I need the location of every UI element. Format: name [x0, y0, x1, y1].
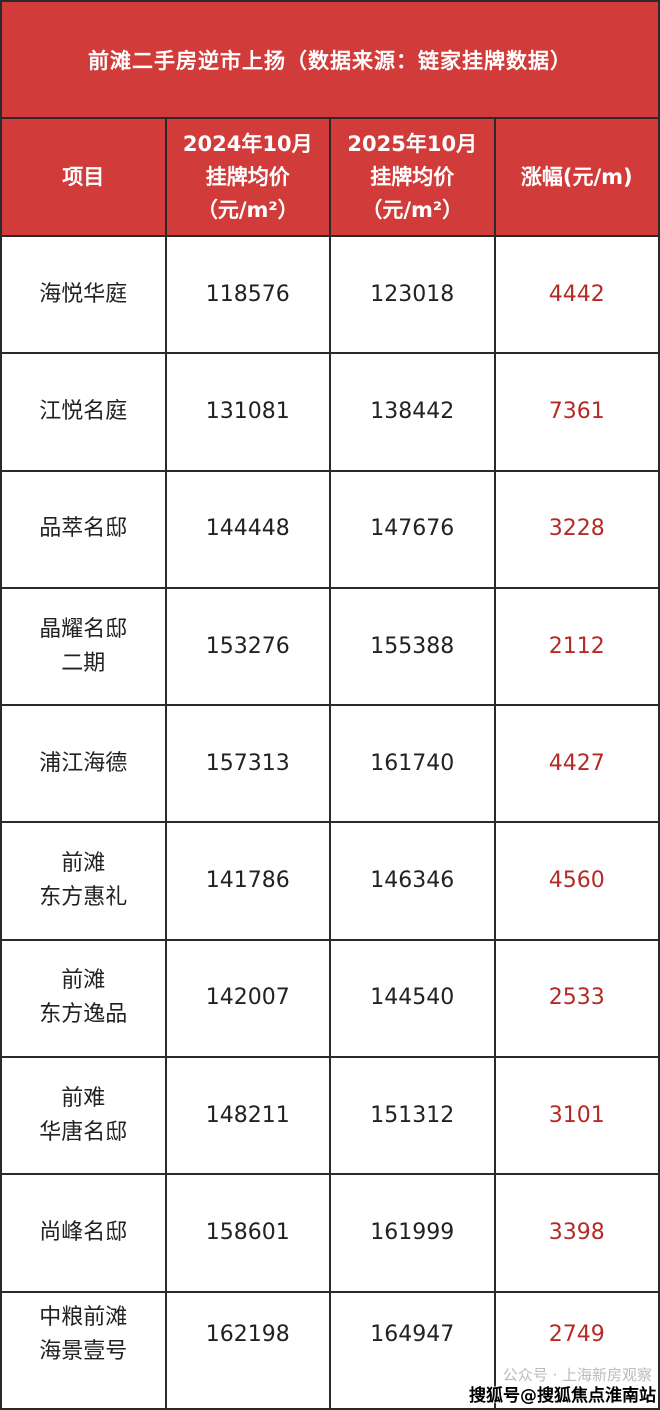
price-2025-cell: 155388	[329, 586, 496, 707]
header-line: 2025年10月	[347, 131, 478, 156]
table-title: 前滩二手房逆市上扬（数据来源：链家挂牌数据）	[0, 0, 660, 119]
project-cell: 浦江海德	[0, 704, 167, 824]
price-2025-cell: 146346	[329, 821, 496, 941]
project-cell: 尚峰名邸	[0, 1173, 167, 1293]
wechat-watermark: 公众号 · 上海新房观察	[502, 1366, 652, 1384]
project-cell: 中粮前滩 海景壹号	[0, 1290, 167, 1410]
price-2025-cell: 161740	[329, 704, 496, 824]
project-name-line: 东方惠礼	[39, 885, 128, 911]
table-row: 浦江海德 157313 161740 4427	[0, 704, 660, 824]
price-2024-cell: 157313	[164, 704, 331, 824]
project-name-line: 晶耀名邸	[39, 616, 128, 642]
change-cell: 2749	[493, 1290, 660, 1410]
price-2025-cell: 138442	[329, 352, 496, 472]
project-cell: 前滩 东方逸品	[0, 938, 167, 1059]
change-cell: 2533	[493, 938, 660, 1059]
project-name-line: 前滩	[61, 968, 106, 994]
header-row: 项目 2024年10月 挂牌均价 （元/m²） 2025年10月 挂牌均价 （元/m²）…	[0, 117, 660, 237]
change-cell: 3228	[493, 469, 660, 589]
table-row: 海悦华庭 118576 123018 4442	[0, 234, 660, 355]
price-2025-cell: 151312	[329, 1056, 496, 1176]
header-change: 涨幅(元/m)	[493, 117, 660, 237]
table-row: 前难华唐名邸 148211 151312 3101	[0, 1056, 660, 1176]
project-name-line: 东方逸品	[39, 1002, 128, 1028]
price-2025-cell: 144540	[329, 938, 496, 1059]
project-cell: 海悦华庭	[0, 234, 167, 355]
project-name-line: 尚峰名邸	[39, 1220, 128, 1246]
change-cell: 4560	[493, 821, 660, 941]
header-line: （元/m²）	[361, 197, 464, 222]
project-cell: 晶耀名邸 二期	[0, 586, 167, 707]
price-2024-cell: 144448	[164, 469, 331, 589]
price-2024-cell: 141786	[164, 821, 331, 941]
price-2025-cell: 164947	[329, 1290, 496, 1410]
project-name-line: 海景壹号	[39, 1339, 128, 1365]
project-cell: 江悦名庭	[0, 352, 167, 472]
price-2024-cell: 118576	[164, 234, 331, 355]
project-name-line: 二期	[61, 650, 106, 676]
header-line: 挂牌均价	[205, 164, 290, 189]
change-cell: 4427	[493, 704, 660, 824]
project-name-line: 前难	[61, 1085, 106, 1111]
project-name-line: 浦江海德	[39, 750, 128, 776]
price-2024-cell: 158601	[164, 1173, 331, 1293]
table-row: 晶耀名邸二期 153276 155388 2112	[0, 586, 660, 707]
price-2024-cell: 142007	[164, 938, 331, 1059]
project-name-line: 中粮前滩	[39, 1305, 128, 1331]
price-2024-cell: 131081	[164, 352, 331, 472]
project-name-line: 江悦名庭	[39, 398, 128, 424]
header-price-2024: 2024年10月 挂牌均价 （元/m²）	[164, 117, 331, 237]
price-2024-cell: 153276	[164, 586, 331, 707]
header-line: 挂牌均价	[370, 164, 455, 189]
project-name-line: 前滩	[61, 851, 106, 877]
project-cell: 品萃名邸	[0, 469, 167, 589]
header-line: （元/m²）	[196, 197, 299, 222]
price-2025-cell: 147676	[329, 469, 496, 589]
header-project: 项目	[0, 117, 167, 237]
sohu-watermark: 搜狐号@搜狐焦点淮南站	[469, 1386, 656, 1406]
header-price-2025: 2025年10月 挂牌均价 （元/m²）	[329, 117, 496, 237]
header-line: 2024年10月	[182, 131, 313, 156]
project-name-line: 品萃名邸	[39, 516, 128, 542]
project-name-line: 华唐名邸	[39, 1119, 128, 1145]
change-cell: 4442	[493, 234, 660, 355]
change-cell: 3101	[493, 1056, 660, 1176]
table-row: 前滩东方惠礼 141786 146346 4560	[0, 821, 660, 941]
price-2025-cell: 161999	[329, 1173, 496, 1293]
table-row: 前滩东方逸品 142007 144540 2533	[0, 938, 660, 1059]
price-2024-cell: 148211	[164, 1056, 331, 1176]
price-2024-cell: 162198	[164, 1290, 331, 1410]
project-cell: 前滩 东方惠礼	[0, 821, 167, 941]
table-row: 江悦名庭 131081 138442 7361	[0, 352, 660, 472]
table-row: 尚峰名邸 158601 161999 3398	[0, 1173, 660, 1293]
project-cell: 前难 华唐名邸	[0, 1056, 167, 1176]
price-2025-cell: 123018	[329, 234, 496, 355]
change-cell: 3398	[493, 1173, 660, 1293]
table-row: 品萃名邸 144448 147676 3228	[0, 469, 660, 589]
project-name-line: 海悦华庭	[39, 281, 128, 307]
change-cell: 7361	[493, 352, 660, 472]
change-cell: 2112	[493, 586, 660, 707]
